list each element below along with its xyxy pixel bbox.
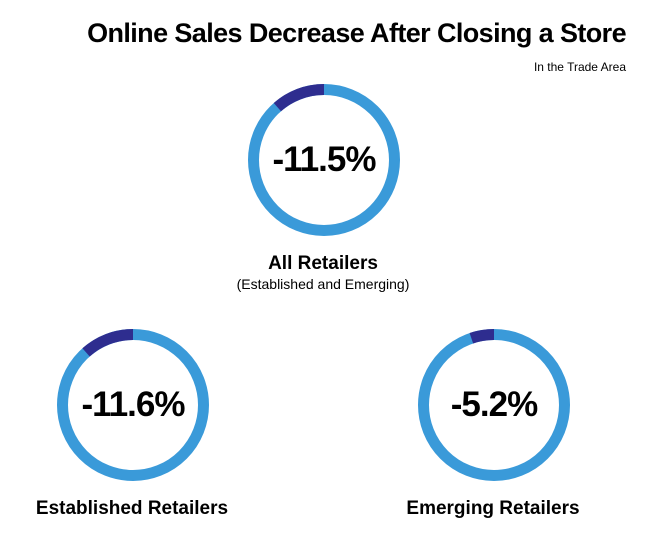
donut-category-label: Emerging Retailers (406, 498, 580, 519)
donut-ring-all-retailers (248, 84, 400, 236)
donut-category-label: All Retailers (268, 253, 378, 274)
donut-value-label: -11.6% (81, 385, 186, 424)
donut-value-label: -11.5% (272, 140, 377, 179)
donut-ring-established-retailers (57, 329, 209, 481)
chart-title: Online Sales Decrease After Closing a St… (87, 18, 627, 48)
donut-value-label: -5.2% (450, 385, 538, 424)
donut-value-arc (82, 329, 134, 357)
donut-ring-emerging-retailers (418, 329, 570, 481)
chart-subtitle: In the Trade Area (533, 60, 626, 74)
donut-value-arc (469, 329, 495, 344)
donut-emerging-retailers: -5.2% (416, 327, 572, 483)
donut-value-arc (273, 84, 325, 112)
donut-all-retailers: -11.5% (246, 82, 402, 238)
donut-category-note: (Established and Emerging) (236, 276, 410, 292)
donut-category-label: Established Retailers (35, 498, 229, 519)
donut-established-retailers: -11.6% (55, 327, 211, 483)
